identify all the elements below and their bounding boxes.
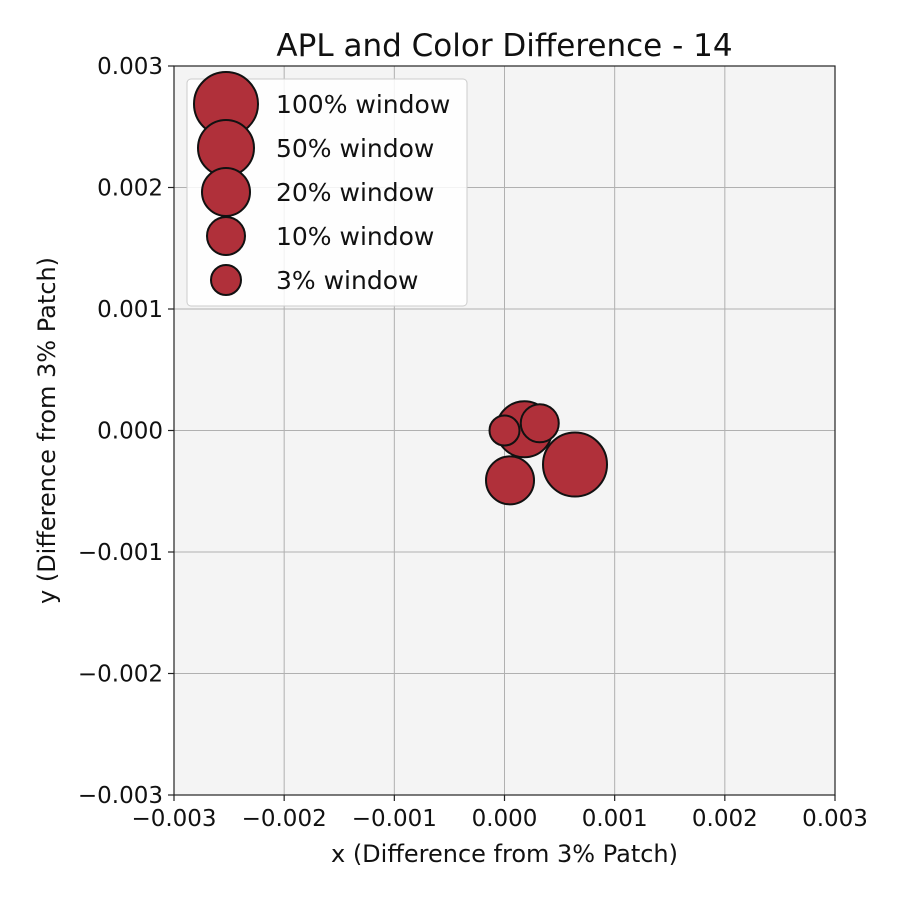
y-tick-label: 0.002 (97, 176, 163, 202)
legend-marker (210, 264, 242, 296)
ticks: −0.003 −0.002 −0.001 0.000 0.001 0.002 0.003 −0… (78, 54, 868, 832)
x-tick-label: 0.003 (802, 806, 868, 832)
point-100-window (542, 431, 609, 498)
y-tick-label: 0.000 (97, 419, 163, 445)
legend-label: 20% window (276, 178, 434, 207)
x-tick-label: 0.000 (472, 806, 538, 832)
point-20-window (485, 455, 536, 506)
x-tick-label: −0.001 (352, 806, 437, 832)
legend-marker (201, 167, 251, 217)
x-tick-label: −0.002 (242, 806, 327, 832)
y-axis-label: y (Difference from 3% Patch) (33, 257, 61, 604)
x-tick-label: 0.001 (582, 806, 648, 832)
legend-label: 10% window (276, 222, 434, 251)
x-tick-label: 0.002 (692, 806, 758, 832)
x-axis-label: x (Difference from 3% Patch) (331, 840, 678, 868)
y-tick-label: −0.001 (78, 540, 163, 566)
data-points (485, 400, 609, 506)
legend-box (186, 78, 468, 307)
x-tick-label: −0.003 (131, 806, 216, 832)
chart-title: APL and Color Difference - 14 (276, 28, 732, 64)
y-tick-label: −0.003 (78, 783, 163, 809)
y-tick-label: 0.003 (97, 54, 163, 80)
y-tick-label: −0.002 (78, 662, 163, 688)
point-3-window (488, 414, 521, 447)
legend-marker (206, 216, 246, 256)
plot-frame (173, 65, 836, 796)
legend-label: 100% window (276, 90, 450, 119)
y-tick-label: 0.001 (97, 297, 163, 323)
legend: 100% window 50% window 20% window 10% windo… (186, 71, 468, 307)
legend-label: 50% window (276, 134, 434, 163)
point-10-window (519, 403, 560, 444)
legend-label: 3% window (276, 266, 418, 295)
